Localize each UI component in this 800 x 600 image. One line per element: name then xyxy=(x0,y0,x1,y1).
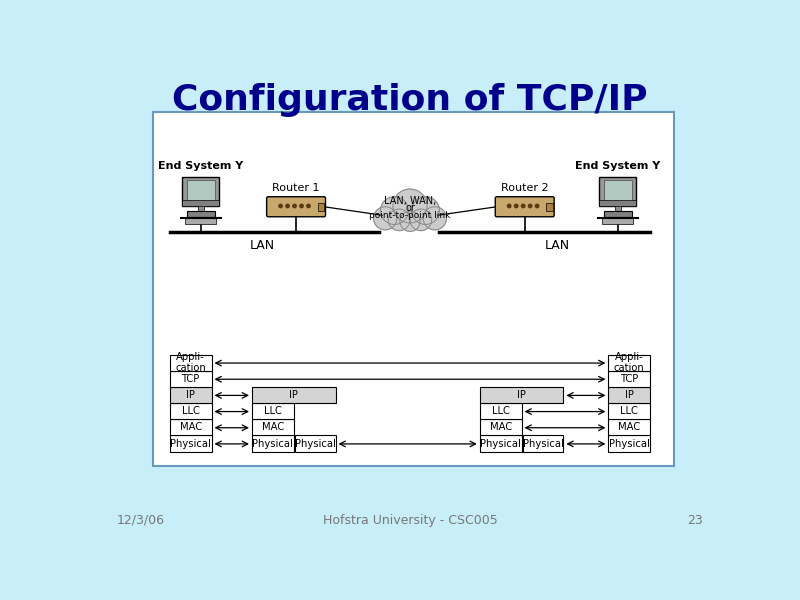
Bar xyxy=(170,436,211,452)
Text: MAC: MAC xyxy=(490,422,512,433)
Text: MAC: MAC xyxy=(262,422,284,433)
Bar xyxy=(186,218,216,224)
Text: Physical: Physical xyxy=(523,439,564,449)
Circle shape xyxy=(411,197,439,224)
Circle shape xyxy=(300,204,303,208)
Circle shape xyxy=(410,209,432,230)
Text: TCP: TCP xyxy=(620,374,638,384)
Bar xyxy=(523,436,563,452)
Text: Physical: Physical xyxy=(252,439,294,449)
Bar xyxy=(153,112,674,466)
Bar xyxy=(170,355,211,371)
Text: MAC: MAC xyxy=(179,422,202,433)
Text: LLC: LLC xyxy=(182,406,200,416)
Bar xyxy=(609,419,650,436)
Circle shape xyxy=(514,204,518,208)
Bar xyxy=(187,211,214,217)
Circle shape xyxy=(529,204,532,208)
Text: IP: IP xyxy=(186,390,195,400)
Bar xyxy=(604,180,632,202)
Text: 12/3/06: 12/3/06 xyxy=(117,514,165,527)
Bar xyxy=(187,180,214,202)
Bar xyxy=(609,355,650,371)
Text: Appli-
cation: Appli- cation xyxy=(614,352,645,373)
Text: LAN, WAN,: LAN, WAN, xyxy=(384,196,436,206)
Circle shape xyxy=(306,204,310,208)
Text: MAC: MAC xyxy=(618,422,641,433)
Bar xyxy=(318,203,324,211)
Bar xyxy=(480,403,522,419)
Bar xyxy=(609,436,650,452)
Text: Router 2: Router 2 xyxy=(501,183,549,193)
Bar xyxy=(252,419,294,436)
Circle shape xyxy=(286,204,290,208)
Circle shape xyxy=(507,204,511,208)
Text: or: or xyxy=(405,203,415,213)
Bar xyxy=(604,211,632,217)
Circle shape xyxy=(374,207,397,230)
FancyBboxPatch shape xyxy=(266,197,326,217)
Bar xyxy=(252,403,294,419)
Bar xyxy=(602,218,634,224)
Circle shape xyxy=(293,204,296,208)
Circle shape xyxy=(381,197,409,224)
Text: TCP: TCP xyxy=(182,374,200,384)
Bar xyxy=(252,436,294,452)
Text: IP: IP xyxy=(290,390,298,400)
Bar xyxy=(480,387,563,403)
Bar xyxy=(295,436,336,452)
Circle shape xyxy=(535,204,539,208)
Text: LAN: LAN xyxy=(250,239,275,252)
Bar xyxy=(170,403,211,419)
Text: LLC: LLC xyxy=(492,406,510,416)
Bar xyxy=(198,205,204,212)
Bar xyxy=(480,436,522,452)
Bar xyxy=(182,177,219,206)
Circle shape xyxy=(393,189,427,223)
Bar xyxy=(614,205,621,212)
Text: Physical: Physical xyxy=(170,439,211,449)
Circle shape xyxy=(388,209,410,230)
Bar xyxy=(609,403,650,419)
Text: LLC: LLC xyxy=(264,406,282,416)
Bar xyxy=(599,200,636,206)
Text: Appli-
cation: Appli- cation xyxy=(175,352,206,373)
Circle shape xyxy=(279,204,282,208)
Bar xyxy=(599,177,636,206)
Bar xyxy=(182,200,219,206)
Bar xyxy=(546,203,553,211)
Bar xyxy=(170,419,211,436)
Circle shape xyxy=(423,207,446,230)
Text: LLC: LLC xyxy=(620,406,638,416)
Bar xyxy=(170,371,211,387)
Text: 23: 23 xyxy=(687,514,703,527)
Text: Physical: Physical xyxy=(609,439,650,449)
Text: LAN: LAN xyxy=(545,239,570,252)
Bar xyxy=(252,387,336,403)
Text: IP: IP xyxy=(625,390,634,400)
Text: Configuration of TCP/IP: Configuration of TCP/IP xyxy=(172,83,648,118)
FancyBboxPatch shape xyxy=(495,197,554,217)
Text: IP: IP xyxy=(517,390,526,400)
Text: Physical: Physical xyxy=(480,439,521,449)
Circle shape xyxy=(522,204,525,208)
Bar xyxy=(480,419,522,436)
Bar xyxy=(170,387,211,403)
Bar xyxy=(609,387,650,403)
Text: point-to-point link: point-to-point link xyxy=(370,211,450,220)
Text: Hofstra University - CSC005: Hofstra University - CSC005 xyxy=(322,514,498,527)
Circle shape xyxy=(400,211,420,232)
Text: End System Y: End System Y xyxy=(158,161,243,170)
Text: End System Y: End System Y xyxy=(575,161,660,170)
Text: Router 1: Router 1 xyxy=(272,183,320,193)
Text: Physical: Physical xyxy=(295,439,336,449)
Bar xyxy=(609,371,650,387)
